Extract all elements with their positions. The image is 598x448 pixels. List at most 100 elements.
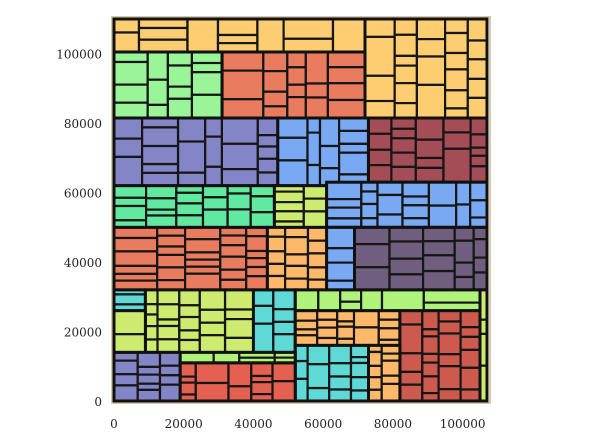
treemap-cell: [141, 126, 180, 148]
treemap-cell: [156, 279, 187, 291]
treemap-cell: [325, 181, 363, 201]
treemap-cell: [219, 234, 248, 247]
treemap-cell: [156, 288, 181, 306]
treemap-cell: [353, 243, 391, 269]
treemap-cell: [437, 353, 462, 368]
treemap-cell: [146, 78, 169, 106]
treemap-cell: [363, 99, 396, 119]
treemap-cell: [112, 17, 141, 34]
treemap-cell: [472, 238, 489, 259]
treemap-cell: [112, 31, 141, 54]
treemap-cell: [377, 327, 401, 341]
treemap-cell: [318, 116, 341, 148]
treemap-cell: [112, 196, 148, 208]
treemap-cell: [136, 373, 162, 385]
treemap-cell: [272, 320, 297, 336]
treemap-cell: [377, 318, 401, 330]
treemap-cell: [294, 360, 309, 381]
treemap-cell: [252, 304, 275, 325]
y-tick-label: 40000: [64, 256, 102, 270]
treemap-cell: [194, 361, 230, 385]
treemap-cell: [349, 389, 370, 403]
treemap-cell: [166, 64, 194, 88]
treemap-cell: [190, 50, 224, 65]
treemap-cell: [306, 116, 322, 134]
treemap-cell: [145, 184, 178, 200]
treemap-cell: [380, 288, 425, 312]
treemap-cell: [325, 226, 356, 250]
treemap-cell: [146, 103, 169, 120]
treemap-cell: [466, 96, 489, 120]
treemap-cell: [216, 33, 259, 45]
treemap-cell: [414, 166, 445, 184]
treemap-cell: [226, 192, 252, 211]
treemap-cell: [245, 235, 269, 253]
treemap-cell: [204, 165, 224, 187]
x-tick-label: 60000: [304, 417, 342, 431]
treemap-cell: [367, 148, 393, 167]
treemap-cell: [469, 165, 489, 184]
treemap-cell: [256, 134, 279, 148]
treemap-cell: [349, 344, 370, 359]
treemap-cell: [398, 309, 424, 326]
treemap-cell: [177, 140, 207, 174]
treemap-cell: [367, 164, 393, 184]
treemap-cell: [459, 366, 482, 391]
treemap-cell: [472, 226, 489, 241]
treemap-cell: [388, 257, 425, 276]
y-tick-label: 60000: [64, 187, 102, 201]
treemap-cell: [179, 361, 197, 378]
treemap-cell: [336, 325, 356, 341]
treemap-cell: [421, 309, 440, 331]
treemap-cell: [294, 344, 309, 363]
treemap-cell: [328, 375, 353, 391]
treemap-cell: [186, 17, 220, 54]
x-tick-label: 80000: [374, 417, 412, 431]
treemap-cell: [472, 271, 489, 291]
y-tick-label: 20000: [64, 326, 102, 340]
treemap-cell: [336, 309, 356, 323]
treemap-cell: [224, 288, 255, 311]
treemap-cell: [198, 288, 227, 311]
treemap-cell: [219, 268, 248, 281]
treemap-cell: [137, 26, 189, 41]
treemap-cell: [393, 81, 419, 105]
treemap-cell: [112, 250, 159, 267]
treemap-cell: [390, 127, 417, 140]
treemap-cell: [276, 159, 309, 187]
treemap-cell: [437, 332, 462, 356]
treemap-cell: [453, 239, 475, 264]
treemap-cell: [422, 240, 456, 257]
treemap-cell: [302, 210, 328, 229]
treemap-cell: [401, 204, 430, 220]
treemap-cell: [273, 201, 305, 213]
treemap-cell: [112, 101, 149, 119]
treemap-cell: [427, 204, 458, 229]
treemap-cell: [444, 31, 469, 55]
treemap-cell: [266, 235, 287, 253]
treemap-cell: [249, 211, 276, 229]
treemap-cell: [306, 266, 328, 281]
y-tick-label: 80000: [64, 117, 102, 131]
treemap-cell: [141, 144, 180, 166]
treemap-cell: [422, 288, 482, 304]
treemap-cell: [282, 37, 335, 54]
treemap-cell: [112, 155, 144, 187]
treemap-cell: [422, 226, 456, 243]
treemap-cell: [393, 17, 419, 36]
treemap-cell: [401, 181, 430, 198]
treemap-cell: [422, 254, 456, 273]
treemap-cell: [367, 116, 393, 135]
treemap-cell: [112, 83, 149, 104]
treemap-cell: [444, 17, 469, 35]
treemap-cell: [136, 351, 162, 368]
treemap-cell: [219, 244, 248, 258]
treemap-cell: [453, 226, 475, 242]
treemap-cell: [328, 344, 353, 365]
treemap-cell: [442, 131, 472, 150]
y-tick-label: 0: [94, 395, 102, 409]
treemap-cell: [156, 303, 181, 321]
treemap-cell: [294, 377, 309, 403]
treemap-cell: [302, 184, 328, 200]
